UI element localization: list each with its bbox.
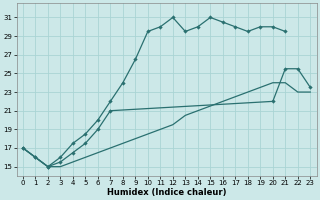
- X-axis label: Humidex (Indice chaleur): Humidex (Indice chaleur): [107, 188, 226, 197]
